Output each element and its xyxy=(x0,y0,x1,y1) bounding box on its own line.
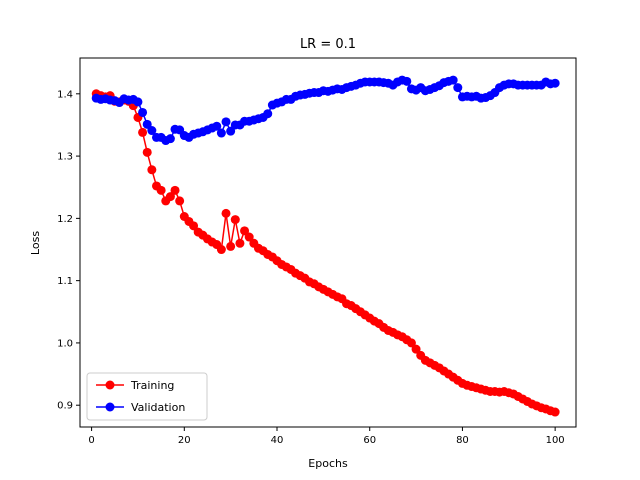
series-layer xyxy=(91,75,560,417)
training-point xyxy=(142,147,152,157)
validation-point xyxy=(453,83,463,93)
training-point xyxy=(550,407,560,417)
x-tick-label: 40 xyxy=(271,435,284,446)
training-point xyxy=(244,232,254,242)
validation-point xyxy=(263,109,273,119)
y-axis-label: Loss xyxy=(29,231,42,255)
x-axis-label: Epochs xyxy=(308,457,348,470)
y-tick-label: 1.0 xyxy=(57,338,73,349)
training-point xyxy=(138,127,148,137)
y-tick-label: 1.4 xyxy=(57,89,73,100)
validation-point xyxy=(147,126,157,136)
axis-ticks: 0 20 40 60 80 100 0.9 1.0 1.1 1.2 1.3 1.4 xyxy=(57,89,565,446)
training-point xyxy=(230,215,240,225)
series-validation xyxy=(91,75,560,146)
plot-frame xyxy=(79,57,577,428)
y-tick-label: 0.9 xyxy=(57,401,73,412)
validation-point xyxy=(550,78,560,88)
training-point xyxy=(235,238,245,248)
y-tick-label: 1.1 xyxy=(57,276,73,287)
x-tick-label: 60 xyxy=(363,435,376,446)
chart-title: LR = 0.1 xyxy=(300,37,356,52)
legend-validation-marker xyxy=(105,402,115,412)
validation-point xyxy=(133,97,143,107)
training-point xyxy=(411,344,421,354)
validation-point xyxy=(216,128,226,138)
validation-point xyxy=(226,126,236,136)
legend-training-marker xyxy=(105,380,115,390)
y-tick-label: 1.2 xyxy=(57,214,73,225)
x-tick-label: 100 xyxy=(546,435,565,446)
x-tick-label: 20 xyxy=(178,435,191,446)
validation-point xyxy=(138,107,148,117)
legend-validation-label: Validation xyxy=(131,401,185,414)
legend: Training Validation xyxy=(86,372,208,421)
validation-point xyxy=(142,119,152,129)
training-point xyxy=(156,185,166,195)
training-point xyxy=(165,192,175,202)
training-point xyxy=(175,196,185,206)
validation-point xyxy=(221,117,231,127)
training-point xyxy=(216,245,226,255)
training-point xyxy=(406,338,416,348)
validation-point xyxy=(402,76,412,86)
y-tick-label: 1.3 xyxy=(57,152,73,163)
x-tick-label: 0 xyxy=(88,435,94,446)
training-point xyxy=(226,241,236,251)
legend-training-label: Training xyxy=(130,379,174,392)
training-point xyxy=(147,165,157,175)
training-point xyxy=(189,221,199,231)
training-point xyxy=(170,185,180,195)
validation-point xyxy=(165,134,175,144)
training-point xyxy=(221,208,231,218)
validation-point xyxy=(212,121,222,131)
x-tick-label: 80 xyxy=(456,435,469,446)
validation-point xyxy=(448,75,458,85)
training-point xyxy=(240,226,250,236)
